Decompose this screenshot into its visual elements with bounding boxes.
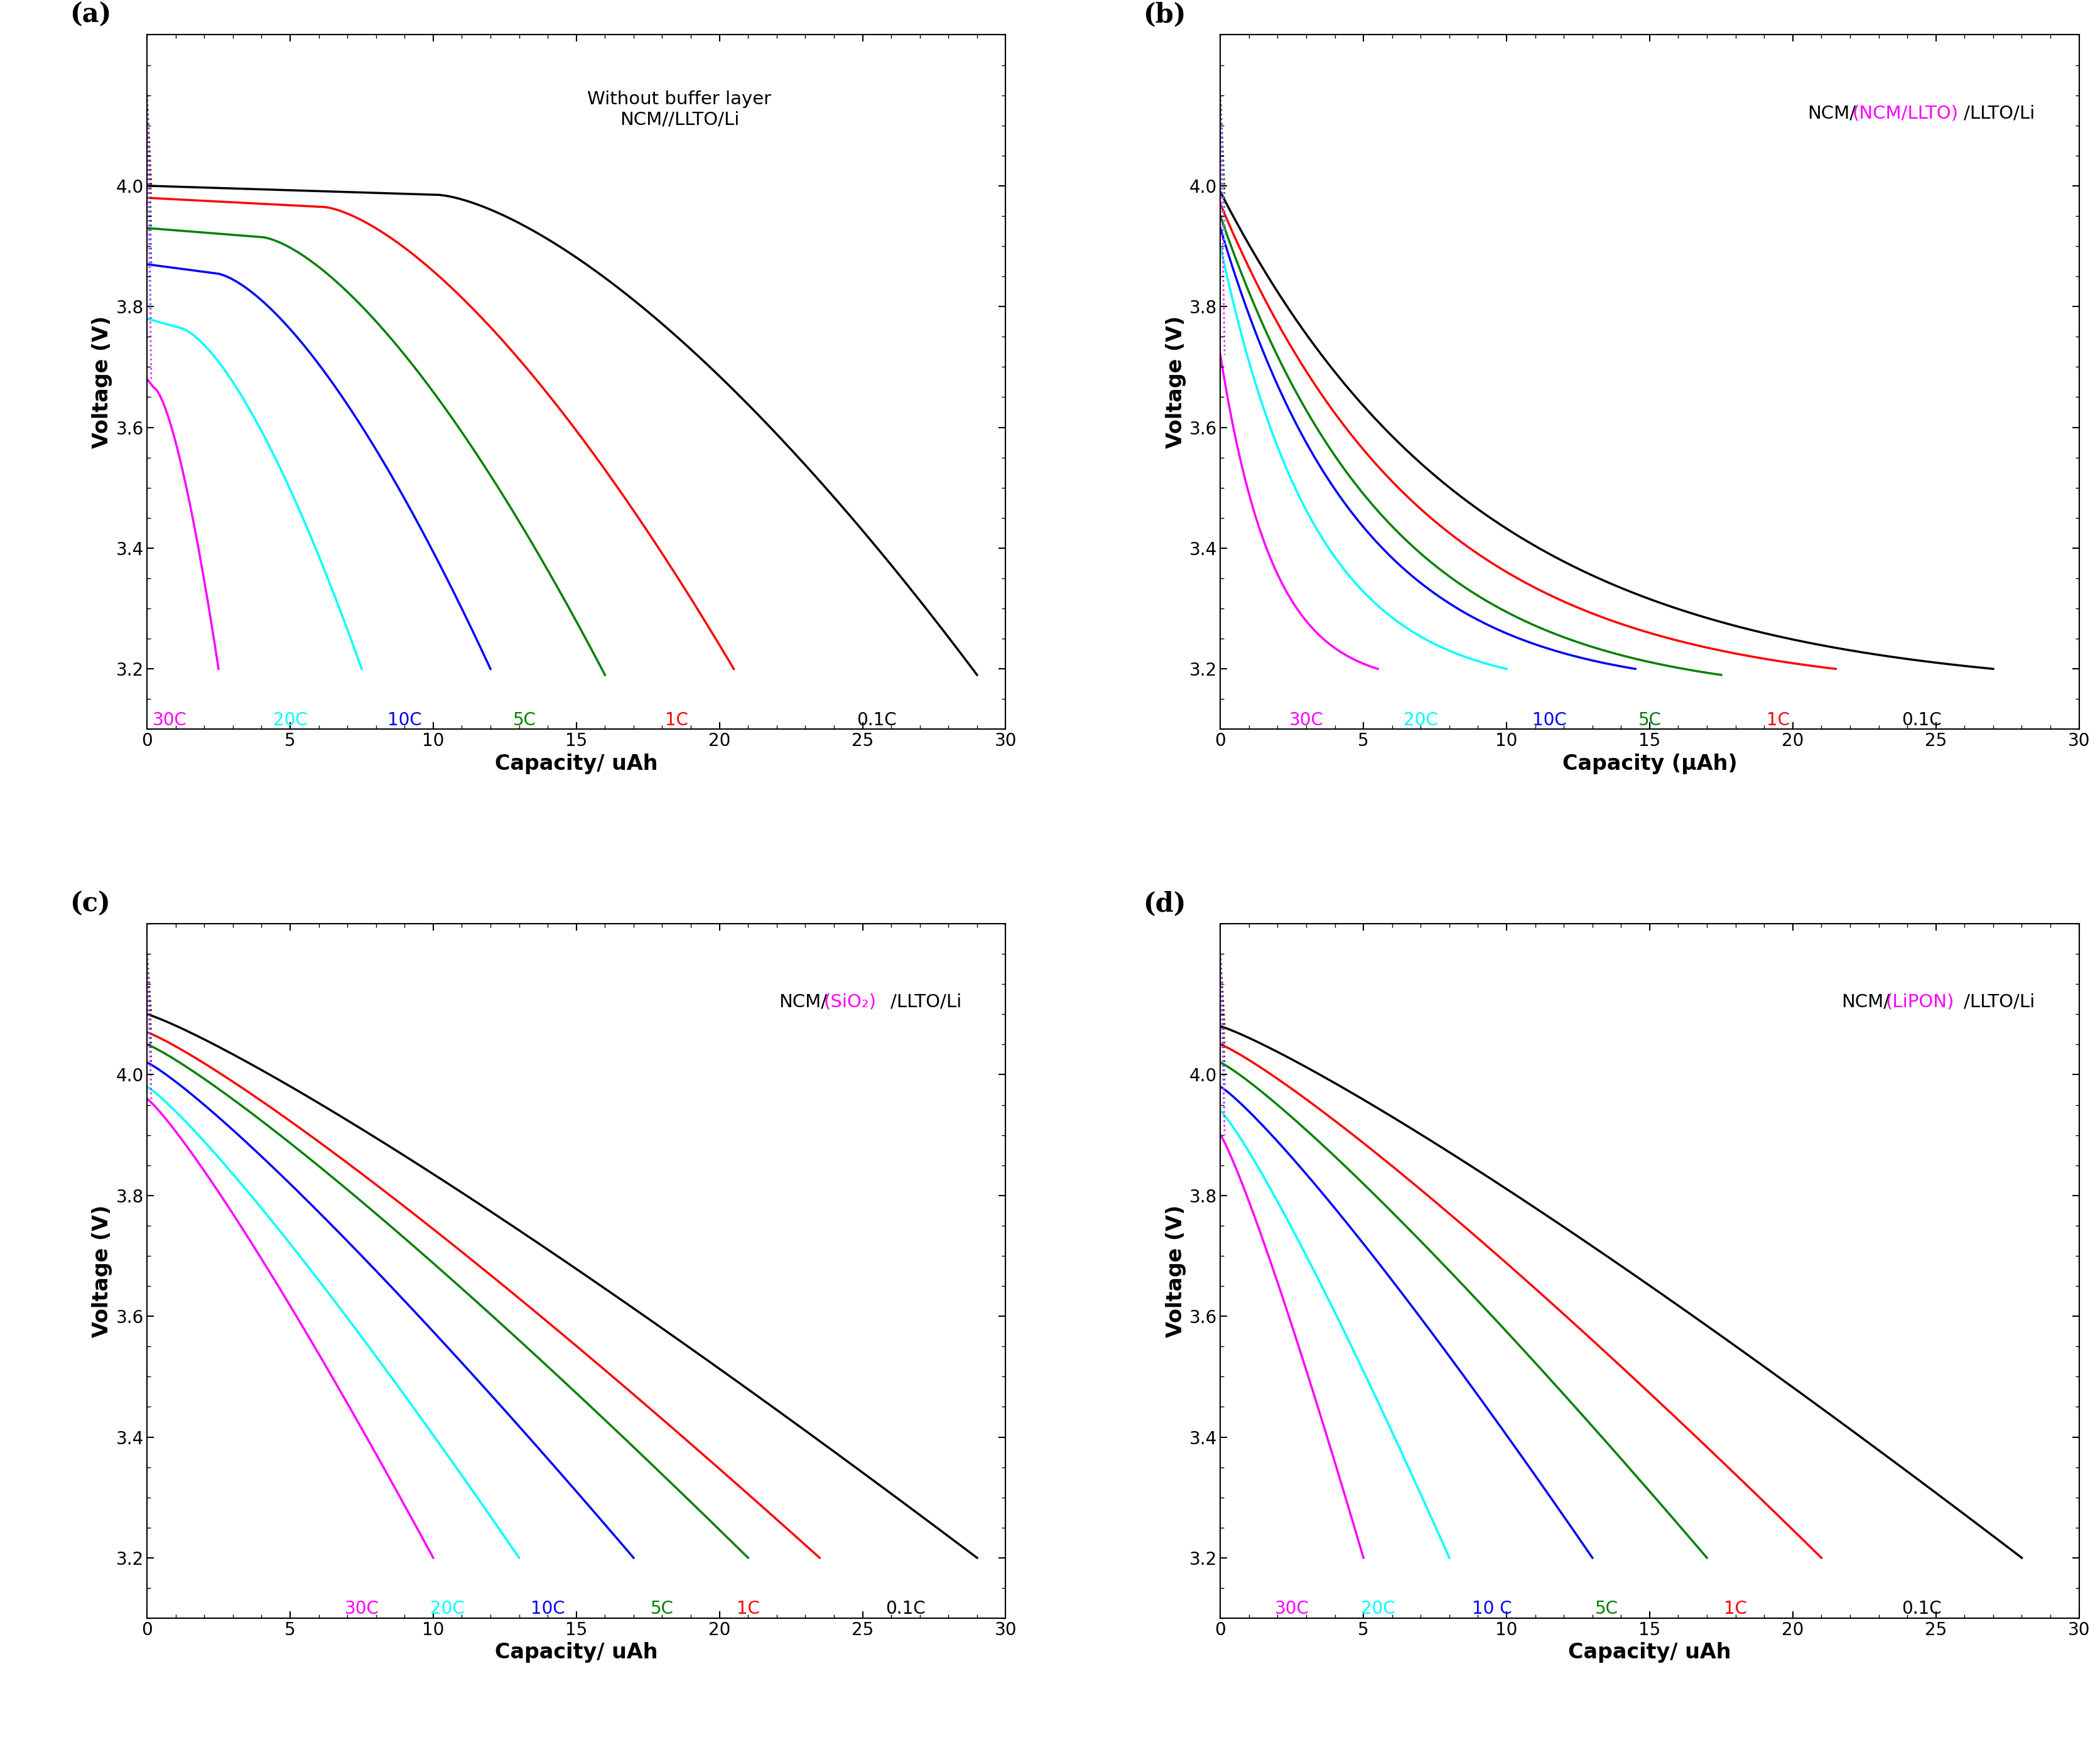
Text: NCM/: NCM/	[779, 994, 827, 1011]
Text: (SiO₂): (SiO₂)	[823, 994, 876, 1011]
Text: NCM/: NCM/	[1808, 104, 1856, 122]
Text: 1C: 1C	[1724, 1601, 1747, 1618]
Text: 10C: 10C	[1533, 712, 1567, 729]
Text: NCM/: NCM/	[1842, 994, 1890, 1011]
Text: (d): (d)	[1142, 891, 1186, 917]
Text: 5C: 5C	[1596, 1601, 1619, 1618]
Text: 30C: 30C	[1289, 712, 1323, 729]
Text: (a): (a)	[69, 2, 111, 28]
Text: (NCM/LLTO): (NCM/LLTO)	[1852, 104, 1959, 122]
X-axis label: Capacity/ uAh: Capacity/ uAh	[496, 753, 657, 774]
Text: 1C: 1C	[1766, 712, 1789, 729]
Text: (c): (c)	[69, 891, 111, 917]
Text: 20C: 20C	[1361, 1601, 1394, 1618]
Text: 0.1C: 0.1C	[1903, 1601, 1942, 1618]
X-axis label: Capacity/ uAh: Capacity/ uAh	[1569, 1643, 1730, 1663]
Text: 20C: 20C	[430, 1601, 464, 1618]
Text: 0.1C: 0.1C	[886, 1601, 926, 1618]
X-axis label: Capacity (μAh): Capacity (μAh)	[1562, 753, 1737, 774]
Y-axis label: Voltage (V): Voltage (V)	[92, 315, 113, 449]
Y-axis label: Voltage (V): Voltage (V)	[92, 1204, 113, 1338]
Text: 1C: 1C	[737, 1601, 760, 1618]
Text: 5C: 5C	[1638, 712, 1661, 729]
Text: 10C: 10C	[531, 1601, 565, 1618]
Text: 10 C: 10 C	[1472, 1601, 1512, 1618]
Text: (LiPON): (LiPON)	[1886, 994, 1955, 1011]
X-axis label: Capacity/ uAh: Capacity/ uAh	[496, 1643, 657, 1663]
Text: /LLTO/Li: /LLTO/Li	[1964, 104, 2035, 122]
Text: /LLTO/Li: /LLTO/Li	[1964, 994, 2035, 1011]
Text: 0.1C: 0.1C	[857, 712, 897, 729]
Text: 1C: 1C	[666, 712, 689, 729]
Y-axis label: Voltage (V): Voltage (V)	[1166, 1204, 1186, 1338]
Text: /LLTO/Li: /LLTO/Li	[890, 994, 962, 1011]
Text: 0.1C: 0.1C	[1903, 712, 1942, 729]
Text: 30C: 30C	[1275, 1601, 1308, 1618]
Y-axis label: Voltage (V): Voltage (V)	[1166, 315, 1186, 449]
Text: 20C: 20C	[273, 712, 307, 729]
Text: (b): (b)	[1142, 2, 1186, 28]
Text: Without buffer layer
NCM//LLTO/Li: Without buffer layer NCM//LLTO/Li	[588, 90, 771, 129]
Text: 30C: 30C	[153, 712, 187, 729]
Text: 30C: 30C	[344, 1601, 378, 1618]
Text: 10C: 10C	[386, 712, 422, 729]
Text: 20C: 20C	[1403, 712, 1438, 729]
Text: 5C: 5C	[512, 712, 536, 729]
Text: 5C: 5C	[651, 1601, 674, 1618]
